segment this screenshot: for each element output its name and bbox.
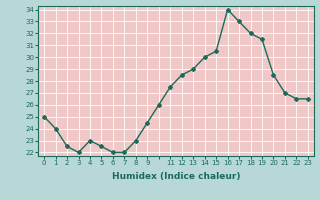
X-axis label: Humidex (Indice chaleur): Humidex (Indice chaleur) — [112, 172, 240, 181]
